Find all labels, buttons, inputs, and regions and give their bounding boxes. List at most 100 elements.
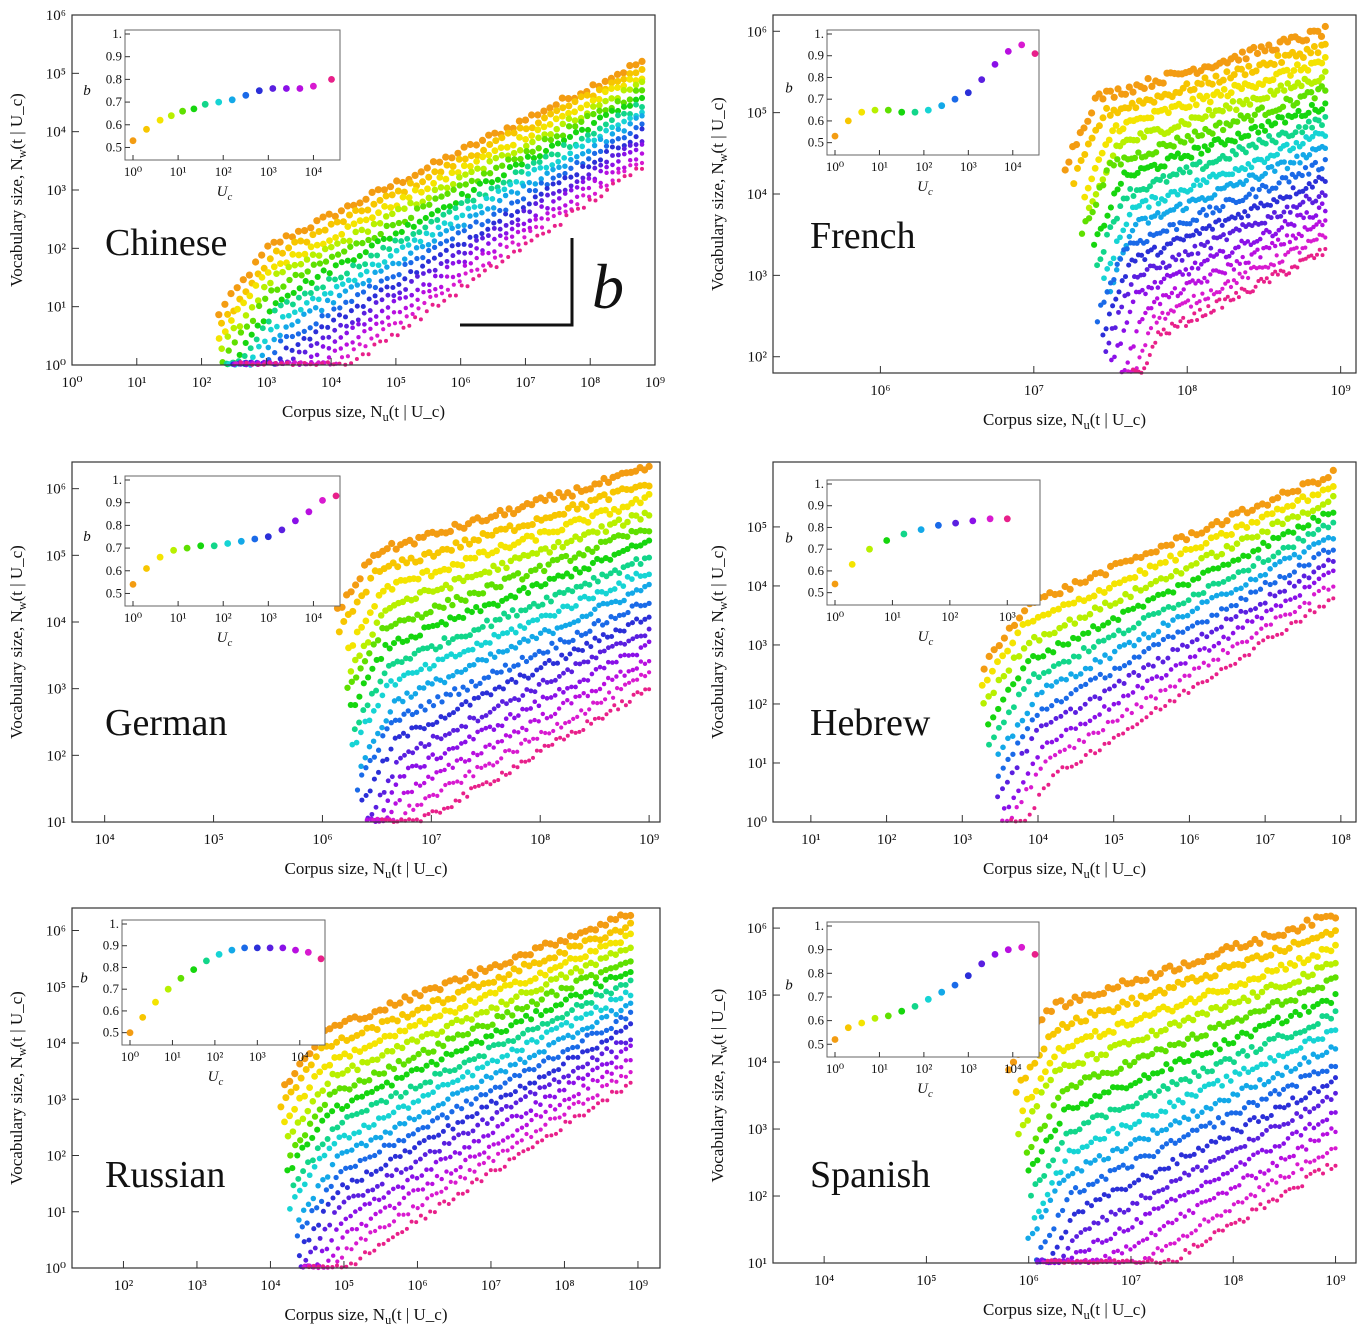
data-point [1015,675,1022,682]
data-point [309,1098,317,1105]
y-tick-label: 10⁵ [46,66,66,82]
data-point [1290,544,1297,551]
data-point [354,291,361,298]
data-point [352,228,359,236]
data-point [631,692,636,697]
data-point [441,220,448,226]
data-point [370,708,377,714]
data-point [1284,204,1290,210]
data-point [1165,311,1171,316]
data-point [268,287,275,294]
data-point [1213,592,1220,599]
x-tick-label: 10² [877,832,897,848]
data-point [425,1092,432,1098]
data-point [359,797,365,803]
data-point [617,961,624,968]
data-point [1265,542,1272,550]
data-point [423,1030,431,1038]
data-point [359,772,365,778]
data-point [265,318,272,325]
data-point [1313,198,1319,204]
data-point [224,310,232,318]
data-point [443,227,450,234]
panel-title: German [105,702,227,744]
data-point [301,328,307,335]
data-point [1231,138,1238,145]
data-point [449,243,455,249]
data-point [218,319,225,327]
data-point [516,134,523,141]
data-point [448,651,455,657]
data-point [1194,637,1200,643]
data-point [1145,612,1152,619]
inset-point [292,517,299,525]
data-point [431,244,438,251]
data-point [384,275,390,282]
data-point [428,218,435,225]
data-point [408,1036,416,1043]
data-point [626,70,634,78]
data-point [1122,590,1129,598]
data-point [1115,718,1120,723]
data-point [590,119,598,126]
data-point [344,684,351,691]
data-point [416,684,423,691]
data-point [413,709,420,715]
x-tick-label: 10⁹ [639,832,659,848]
inset-x-tick-label: 10⁰ [826,609,844,624]
data-point [466,540,473,548]
data-point [311,1163,318,1170]
data-point [442,806,446,811]
data-point [341,1132,348,1139]
data-point [1284,165,1291,172]
data-point [596,102,603,109]
data-point [1135,722,1140,727]
data-point [620,86,628,94]
data-point [478,1009,485,1016]
y-tick-label: 10³ [47,682,67,698]
data-point [426,742,432,748]
data-point [283,324,289,330]
data-point [403,811,408,816]
data-point [573,583,580,590]
data-point [563,570,571,577]
data-point [633,101,639,108]
data-point [376,1037,384,1045]
data-point [530,672,536,678]
data-point [548,988,555,995]
data-point [1249,223,1255,229]
data-point [409,725,415,731]
data-point [321,1152,328,1159]
data-point [1307,584,1312,590]
data-point [1067,744,1072,749]
data-point [488,1032,495,1039]
data-point [538,176,544,182]
data-point [518,988,525,996]
data-point [326,334,332,340]
data-point [603,988,610,995]
y-tick-label: 10⁴ [747,579,767,595]
data-point [1179,614,1186,620]
data-point [542,981,550,988]
data-point [500,686,506,692]
data-point [1189,251,1195,257]
data-point [1280,87,1288,94]
data-point [499,723,505,729]
data-point [414,273,420,279]
data-point [1094,262,1101,269]
data-point [1199,599,1205,606]
data-point [634,166,639,171]
data-point [489,1057,496,1064]
data-point [567,955,574,962]
data-point [1099,95,1107,103]
data-point [602,121,609,128]
data-point [1326,587,1331,592]
data-point [561,639,568,645]
data-point [585,678,591,683]
data-point [586,156,592,162]
data-point [402,276,408,282]
data-point [256,343,262,350]
data-point [351,347,356,352]
data-point [1300,524,1307,531]
data-point [349,1112,355,1119]
